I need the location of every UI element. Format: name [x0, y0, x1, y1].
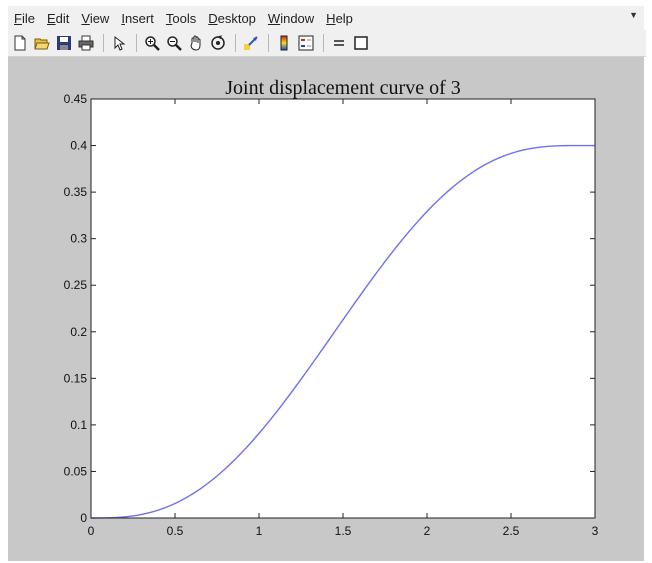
- y-tick-label: 0.4: [70, 139, 87, 153]
- figure-canvas: Joint displacement curve of 3 0 0.5 1 1.5 2 2…: [8, 57, 644, 561]
- x-tick-label: 1.5: [335, 524, 352, 538]
- x-tick-label: 1: [256, 524, 263, 538]
- rotate-3d-icon[interactable]: [208, 33, 228, 53]
- legend-icon[interactable]: [296, 33, 316, 53]
- figure-window: File Edit View Insert Tools Desktop Wind…: [8, 6, 646, 561]
- y-tick-label: 0: [80, 511, 87, 525]
- toolbar-separator: [268, 34, 269, 52]
- menu-help[interactable]: Help: [326, 10, 353, 26]
- menu-bar: File Edit View Insert Tools Desktop Wind…: [8, 6, 644, 30]
- menu-insert[interactable]: Insert: [121, 10, 154, 26]
- zoom-in-icon[interactable]: [142, 33, 162, 53]
- toolbar-separator: [323, 34, 324, 52]
- y-tick-label: 0.25: [64, 278, 88, 292]
- tick-layer: 0 0.5 1 1.5 2 2.5 3 0 0.05 0.1 0.15 0.2 0.25 0.3 0.35 0…: [64, 92, 599, 538]
- x-tick-label: 2: [424, 524, 431, 538]
- x-tick-label: 0: [88, 524, 95, 538]
- x-tick-label: 0.5: [167, 524, 184, 538]
- menu-view[interactable]: View: [81, 10, 110, 26]
- zoom-out-icon[interactable]: [164, 33, 184, 53]
- show-plot-tools-icon[interactable]: [351, 33, 371, 53]
- menu-tools[interactable]: Tools: [165, 10, 197, 26]
- y-tick-label: 0.1: [70, 418, 87, 432]
- axes-background[interactable]: [91, 99, 595, 518]
- print-icon[interactable]: [76, 33, 96, 53]
- y-tick-label: 0.2: [70, 325, 87, 339]
- edit-plot-pointer-icon[interactable]: [109, 33, 129, 53]
- x-tick-label: 2.5: [503, 524, 520, 538]
- y-tick-label: 0.05: [64, 464, 88, 478]
- y-tick-label: 0.45: [64, 92, 88, 106]
- menu-desktop[interactable]: Desktop: [208, 10, 256, 26]
- y-tick-label: 0.3: [70, 232, 87, 246]
- menu-overflow-icon[interactable]: ▼: [629, 10, 638, 20]
- y-tick-label: 0.35: [64, 185, 88, 199]
- save-icon[interactable]: [54, 33, 74, 53]
- menu-file[interactable]: File: [14, 10, 35, 26]
- menu-window[interactable]: Window: [267, 10, 315, 26]
- figure-toolbar: [8, 30, 646, 57]
- plot-svg: Joint displacement curve of 3 0 0.5 1 1.5 2 2…: [64, 77, 599, 538]
- y-tick-label: 0.15: [64, 371, 88, 385]
- menu-edit[interactable]: Edit: [46, 10, 70, 26]
- hide-plot-tools-icon[interactable]: [329, 33, 349, 53]
- open-file-icon[interactable]: [32, 33, 52, 53]
- colorbar-icon[interactable]: [274, 33, 294, 53]
- axes-frame: [90, 98, 596, 519]
- toolbar-separator: [235, 34, 236, 52]
- new-figure-icon[interactable]: [10, 33, 30, 53]
- chart-title: Joint displacement curve of 3: [225, 77, 461, 99]
- pan-hand-icon[interactable]: [186, 33, 206, 53]
- toolbar-separator: [103, 34, 104, 52]
- series-line-0[interactable]: [91, 144, 595, 519]
- toolbar-separator: [136, 34, 137, 52]
- data-cursor-icon[interactable]: [241, 33, 261, 53]
- series-layer: [91, 144, 595, 519]
- x-tick-label: 3: [592, 524, 599, 538]
